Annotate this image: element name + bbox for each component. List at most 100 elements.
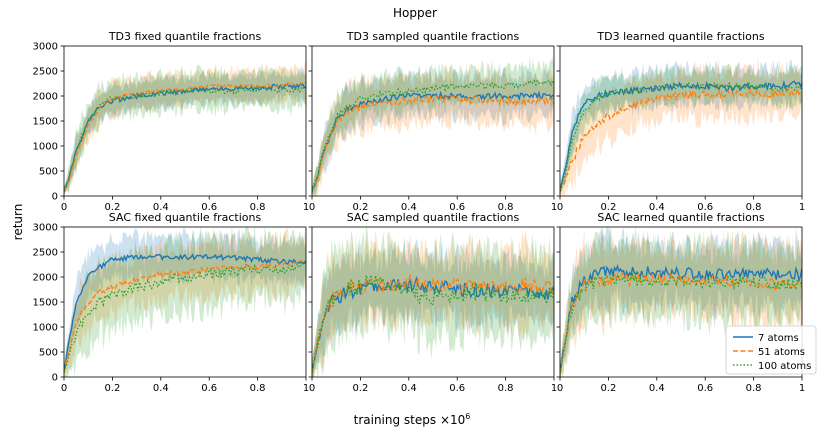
x-tick-label: 0.4 [153, 202, 169, 213]
y-tick-label: 500 [39, 167, 58, 178]
y-tick-label: 0 [52, 192, 58, 203]
x-axis-label: training steps ×106 [354, 412, 471, 427]
x-tick-label: 0.2 [104, 383, 120, 394]
panel-title: SAC learned quantile fractions [597, 211, 764, 224]
x-tick-label: 1 [551, 202, 557, 213]
panel-title: TD3 fixed quantile fractions [108, 30, 262, 43]
y-axis-label: return [11, 204, 25, 241]
panel-title: SAC fixed quantile fractions [109, 211, 262, 224]
series-line-7-atoms [312, 90, 554, 192]
y-tick-label: 2000 [33, 273, 58, 284]
series-line-7-atoms [560, 79, 802, 192]
legend: 7 atoms 51 atoms 100 atoms [725, 325, 817, 375]
band-100-atoms [560, 227, 802, 377]
x-tick-label: 0.2 [352, 383, 368, 394]
x-tick-label: 0 [309, 383, 315, 394]
x-tick-label: 0.6 [201, 383, 217, 394]
x-tick-label: 0.8 [250, 202, 266, 213]
series-line-100-atoms [560, 81, 802, 192]
plot-area [64, 60, 306, 196]
panel-td3-sampled-quantile-fractions: TD3 sampled quantile fractions 0 0.2 0.4 0.6… [308, 30, 557, 213]
series-line-100-atoms [64, 261, 306, 373]
x-tick-label: 1 [303, 383, 309, 394]
y-tick-label: 1500 [33, 117, 58, 128]
y-tick-label: 500 [39, 348, 58, 359]
plot-area [312, 227, 554, 377]
x-tick-label: 0 [557, 383, 563, 394]
panel-td3-fixed-quantile-fractions: TD3 fixed quantile fractions 0 0.2 0.4 0.6 0.… [33, 30, 310, 213]
x-axis-label-text: training steps ×10 [354, 413, 466, 427]
x-tick-label: 0.6 [697, 202, 713, 213]
series-line-51-atoms [560, 271, 802, 373]
x-tick-label: 0.4 [153, 383, 169, 394]
x-tick-label: 1 [799, 383, 805, 394]
x-tick-label: 0 [61, 202, 67, 213]
legend-label-51-atoms: 51 atoms [758, 347, 805, 358]
plot-area [560, 57, 802, 196]
x-tick-label: 0.4 [401, 202, 417, 213]
x-tick-label: 0.6 [449, 383, 465, 394]
legend-box [725, 325, 817, 375]
x-tick-label: 1 [303, 202, 309, 213]
figure-suptitle: Hopper [393, 6, 437, 20]
legend-label-100-atoms: 100 atoms [758, 361, 811, 372]
plot-area [64, 227, 306, 377]
x-tick-label: 0.6 [449, 202, 465, 213]
series-line-7-atoms [64, 253, 306, 373]
band-100-atoms [64, 63, 306, 196]
x-tick-label: 0.4 [401, 383, 417, 394]
series-line-100-atoms [560, 272, 802, 372]
band-7-atoms [560, 59, 802, 195]
x-axis-label-exponent: 6 [465, 412, 470, 421]
panel-sac-learned-quantile-fractions: SAC learned quantile fractions 0 0.2 0.4 0.6… [556, 211, 805, 394]
x-tick-label: 0 [61, 383, 67, 394]
series-line-51-atoms [64, 259, 306, 373]
y-tick-label: 1500 [33, 298, 58, 309]
panel-sac-fixed-quantile-fractions: SAC fixed quantile fractions 0 0.2 0.4 0.6 0.… [33, 211, 310, 394]
y-tick-label: 3000 [33, 42, 58, 53]
series-line-100-atoms [64, 85, 306, 192]
x-tick-label: 0.8 [250, 383, 266, 394]
band-51-atoms [560, 228, 802, 377]
y-tick-label: 2500 [33, 248, 58, 259]
x-tick-label: 0.6 [201, 202, 217, 213]
panel-title: TD3 sampled quantile fractions [346, 30, 520, 43]
x-tick-label: 0 [557, 202, 563, 213]
panel-title: TD3 learned quantile fractions [596, 30, 764, 43]
x-tick-label: 0.4 [649, 383, 665, 394]
plot-area [312, 55, 554, 196]
x-tick-label: 1 [799, 202, 805, 213]
band-51-atoms [312, 65, 554, 196]
band-7-atoms [312, 237, 554, 377]
legend-label-7-atoms: 7 atoms [758, 333, 799, 344]
y-tick-label: 2000 [33, 92, 58, 103]
x-tick-label: 0.2 [600, 202, 616, 213]
band-100-atoms [312, 55, 554, 195]
x-tick-label: 0.8 [498, 202, 514, 213]
y-tick-label: 3000 [33, 223, 58, 234]
panel-sac-sampled-quantile-fractions: SAC sampled quantile fractions 0 0.2 0.4 0.6… [308, 211, 557, 394]
y-tick-label: 0 [52, 373, 58, 384]
band-7-atoms [560, 227, 802, 377]
x-tick-label: 0.2 [600, 383, 616, 394]
y-tick-label: 1000 [33, 323, 58, 334]
series-line-7-atoms [560, 263, 802, 373]
series-line-51-atoms [560, 86, 802, 192]
x-tick-label: 0.2 [104, 202, 120, 213]
panel-title: SAC sampled quantile fractions [347, 211, 520, 224]
x-tick-label: 0.4 [649, 202, 665, 213]
x-tick-label: 1 [551, 383, 557, 394]
band-7-atoms [312, 65, 554, 196]
series-line-51-atoms [64, 81, 306, 192]
plot-area [560, 227, 802, 377]
x-tick-label: 0.8 [498, 383, 514, 394]
x-tick-label: 0.6 [697, 383, 713, 394]
series-line-51-atoms [312, 273, 554, 373]
x-tick-label: 0.2 [352, 202, 368, 213]
x-tick-label: 0.8 [746, 383, 762, 394]
panel-td3-learned-quantile-fractions: TD3 learned quantile fractions 0 0.2 0.4 0.6… [556, 30, 805, 213]
x-tick-label: 0 [309, 202, 315, 213]
series-line-51-atoms [312, 94, 554, 192]
y-tick-label: 1000 [33, 142, 58, 153]
series-line-100-atoms [312, 274, 554, 373]
